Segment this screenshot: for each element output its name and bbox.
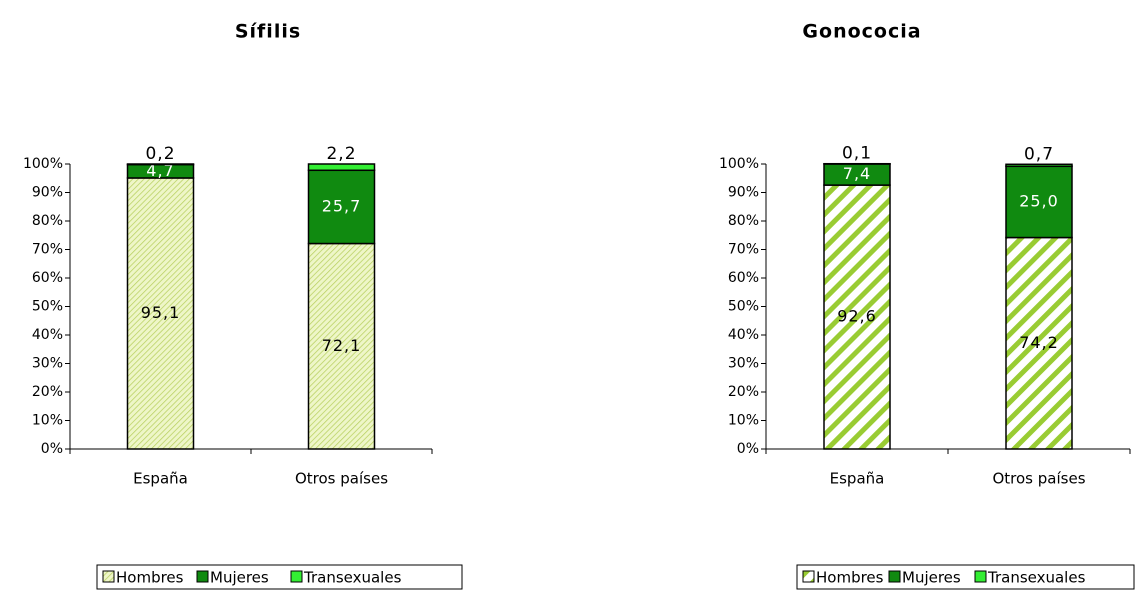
y-tick-label: 50%	[32, 299, 63, 315]
chart-title: Sífilis	[235, 21, 301, 43]
data-label: 72,1	[322, 336, 362, 355]
legend-swatch	[974, 570, 987, 583]
legend-label: Transexuales	[987, 569, 1086, 587]
legend-swatch	[196, 570, 209, 583]
data-label: 2,2	[326, 144, 356, 164]
y-tick-label: 100%	[23, 156, 63, 172]
y-tick-label: 80%	[32, 213, 63, 229]
data-label: 95,1	[141, 303, 181, 322]
x-tick-label: Otros países	[992, 470, 1085, 488]
legend-box	[796, 564, 1135, 590]
bar-segment	[307, 169, 376, 245]
y-tick-label: 20%	[32, 384, 63, 400]
data-label: 74,2	[1019, 333, 1059, 352]
legend-label: Mujeres	[210, 569, 269, 587]
y-tick-label: 60%	[728, 270, 759, 286]
y-tick-label: 50%	[728, 299, 759, 315]
y-tick-label: 0%	[737, 441, 759, 457]
legend-swatch	[290, 570, 303, 583]
legend-swatch	[802, 570, 815, 583]
legend-label: Hombres	[816, 569, 884, 587]
legend-label: Mujeres	[902, 569, 961, 587]
legend-swatch	[888, 570, 901, 583]
legend-label: Hombres	[116, 569, 184, 587]
x-tick-label: España	[133, 470, 188, 488]
data-label: 0,1	[842, 144, 872, 164]
data-label: 0,2	[145, 144, 175, 164]
y-tick-label: 60%	[32, 270, 63, 286]
y-tick-label: 70%	[32, 242, 63, 258]
y-tick-label: 10%	[32, 413, 63, 429]
x-tick-label: España	[830, 470, 885, 488]
bar-segment	[126, 163, 195, 166]
data-label: 92,6	[837, 307, 877, 326]
bar-segment	[126, 177, 195, 450]
y-tick-label: 90%	[728, 185, 759, 201]
bar-segment	[823, 184, 891, 450]
y-tick-label: 100%	[719, 156, 759, 172]
bar-segment	[1005, 236, 1073, 450]
data-label: 25,0	[1019, 191, 1059, 210]
legend-box	[96, 564, 463, 590]
bar-segment	[1005, 165, 1073, 239]
data-label: 7,4	[843, 164, 871, 183]
x-tick-label: Otros países	[295, 470, 388, 488]
y-tick-label: 0%	[41, 441, 63, 457]
legend-label: Transexuales	[303, 569, 402, 587]
y-tick-label: 90%	[32, 185, 63, 201]
bar-segment	[1005, 163, 1073, 168]
y-tick-label: 70%	[728, 242, 759, 258]
y-tick-label: 40%	[728, 327, 759, 343]
y-tick-label: 40%	[32, 327, 63, 343]
y-tick-label: 10%	[728, 413, 759, 429]
chart-title: Gonococia	[802, 21, 921, 43]
y-tick-label: 30%	[728, 356, 759, 372]
data-label: 4,7	[146, 161, 174, 180]
data-label: 0,7	[1024, 144, 1054, 164]
y-tick-label: 20%	[728, 384, 759, 400]
y-tick-label: 30%	[32, 356, 63, 372]
legend-swatch	[102, 570, 115, 583]
data-label: 25,7	[322, 196, 362, 215]
y-tick-label: 80%	[728, 213, 759, 229]
bar-segment	[307, 163, 376, 172]
